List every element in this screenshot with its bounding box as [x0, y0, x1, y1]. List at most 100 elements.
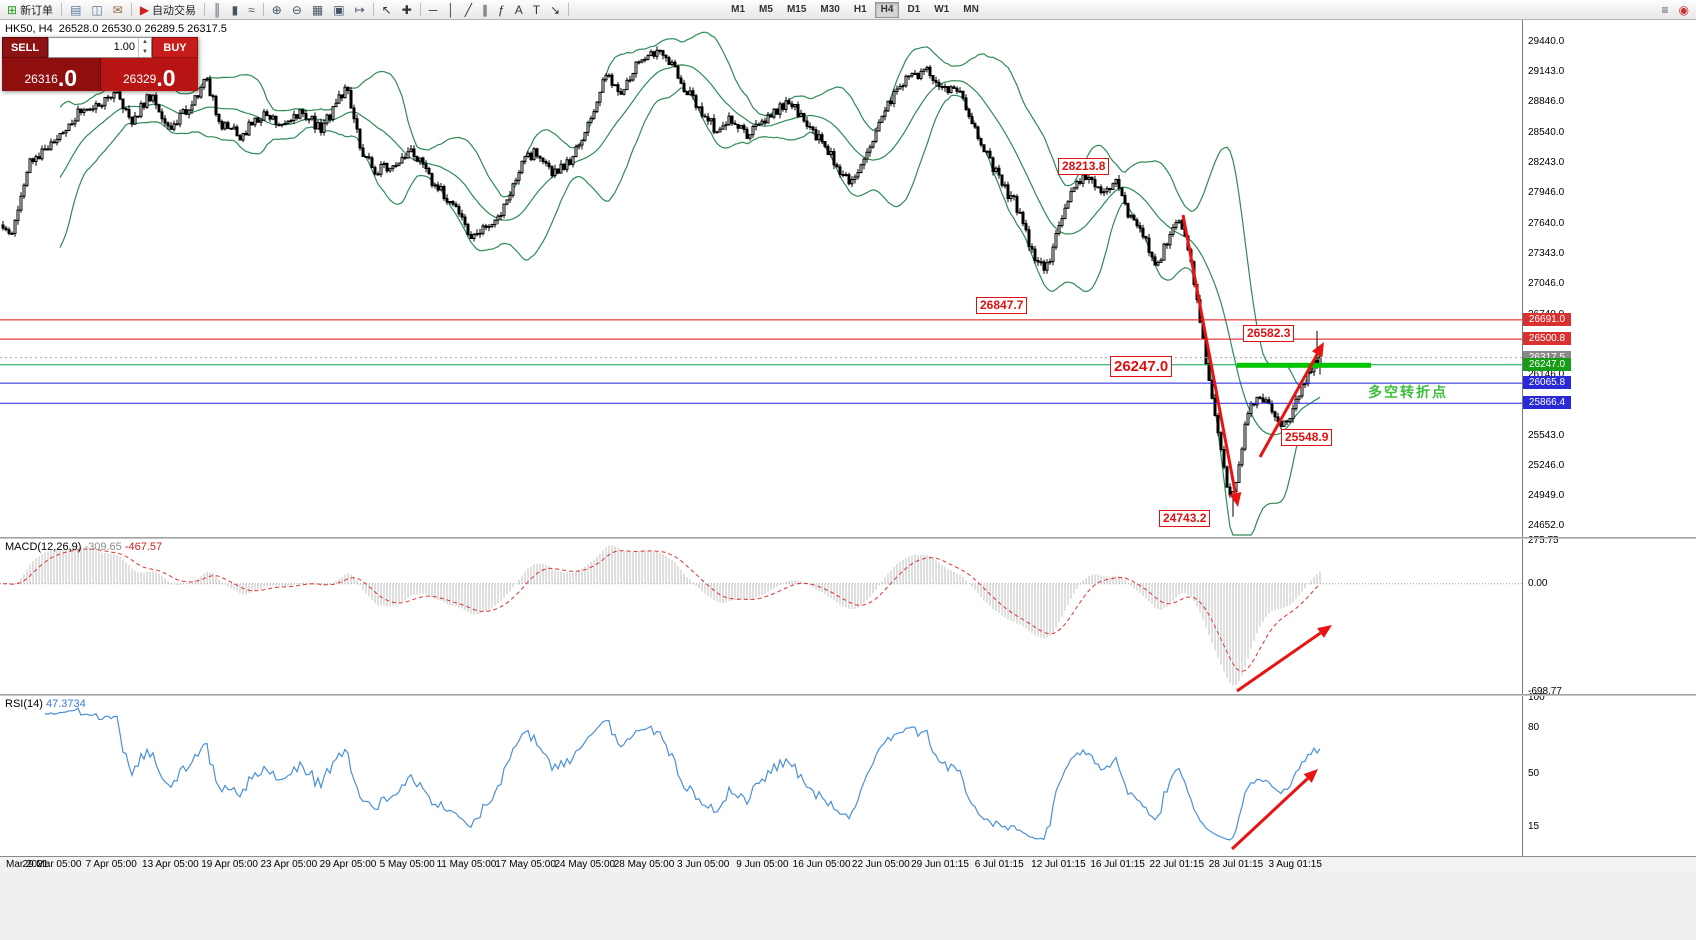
profile-icon: ◫ [91, 2, 103, 17]
new-order-button[interactable]: ⊞ 新订单 [3, 1, 57, 19]
time-axis[interactable]: Mar 2021 29 Mar 05:00 7 Apr 05:00 13 Apr 05… [0, 856, 1696, 873]
time-label: 19 Apr 05:00 [201, 859, 258, 870]
time-label: 22 Jun 05:00 [851, 859, 910, 870]
symbol-ohlc-line: HK50, H4 26528.0 26530.0 26289.5 26317.5 [5, 23, 227, 35]
trade-panel-controls: SELL 1.00 ▲ ▼ BUY [2, 37, 198, 58]
time-label: 9 Jun 05:00 [736, 859, 789, 870]
time-label: 29 Apr 05:00 [319, 859, 377, 870]
price-tick: 26146.0 [1528, 369, 1565, 380]
label-button[interactable]: T [529, 1, 544, 19]
crosshair-button[interactable]: ✚ [398, 1, 416, 19]
shapes-button[interactable]: ↘ [546, 1, 564, 19]
auto-scroll-icon: ▣ [333, 2, 345, 17]
toolbar-separator [419, 3, 421, 16]
time-label: 3 Aug 01:15 [1268, 859, 1322, 870]
horizontal-line-button[interactable]: ─ [425, 1, 442, 19]
pane-separator[interactable] [0, 537, 1696, 539]
chart-windows-button[interactable]: ▤ [66, 1, 85, 19]
auto-trading-icon: ▶ [139, 2, 150, 17]
auto-trading-button[interactable]: ▶ 自动交易 [136, 1, 200, 19]
horizontal-line-icon: ─ [428, 2, 438, 17]
price-badge: 26691.0 [1523, 312, 1571, 326]
price-tick: 27343.0 [1528, 248, 1565, 259]
text-button[interactable]: A [511, 1, 527, 19]
time-label: 24 May 05:00 [554, 859, 616, 870]
time-label: 7 Apr 05:00 [85, 859, 137, 870]
main-price-chart[interactable] [0, 20, 1522, 537]
zoom-in-button[interactable]: ⊕ [268, 1, 286, 19]
chart-shift-button[interactable]: ↦ [351, 1, 369, 19]
timeframe-w1-button[interactable]: W1 [928, 2, 955, 18]
record-button[interactable]: ◉ [1675, 1, 1693, 19]
alert-icon: ✉ [112, 2, 123, 17]
timeframe-d1-button[interactable]: D1 [901, 2, 926, 18]
buy-price-big: .0 [156, 65, 176, 91]
rsi-line [44, 707, 1321, 841]
time-label: 16 Jul 01:15 [1090, 859, 1145, 870]
time-label: Mar 2021 [6, 859, 49, 870]
line-chart-button[interactable]: ≈ [244, 1, 259, 19]
rsi-tick: 50 [1528, 768, 1540, 779]
macd-indicator-pane[interactable] [0, 539, 1522, 694]
sell-price-display[interactable]: 26316.0 [2, 58, 100, 91]
bars-chart-button[interactable]: ║ [209, 1, 226, 19]
indicators-button[interactable]: ≡ [1658, 1, 1673, 19]
volume-input[interactable]: 1.00 ▲ ▼ [48, 37, 152, 58]
macd-histogram [5, 545, 1321, 686]
pane-separator[interactable] [0, 694, 1696, 696]
volume-spinner[interactable]: ▲ ▼ [138, 38, 151, 57]
zoom-out-icon: ⊖ [291, 2, 302, 17]
volume-up-icon[interactable]: ▲ [142, 39, 148, 45]
time-label: 11 May 05:00 [436, 859, 497, 870]
price-badge: 26247.0 [1523, 357, 1571, 371]
time-label: 29 Jun 01:15 [911, 859, 969, 870]
timeframe-m5-button[interactable]: M5 [753, 2, 779, 18]
time-label: 3 Jun 05:00 [677, 859, 730, 870]
price-axis[interactable]: 29440.0 29143.0 28846.0 28540.0 28243.0 27946… [1522, 20, 1696, 856]
fibonacci-button[interactable]: ƒ [494, 1, 509, 19]
profile-button[interactable]: ◫ [87, 1, 106, 19]
candles-chart-button[interactable]: ▮ [228, 1, 243, 19]
turning-point-note: 多空转折点 [1368, 384, 1448, 400]
record-icon: ◉ [1678, 2, 1689, 17]
timeframe-mn-button[interactable]: MN [957, 2, 985, 18]
candles-chart-icon: ▮ [231, 2, 239, 17]
vertical-line-button[interactable]: │ [443, 1, 459, 19]
timeframe-m15-button[interactable]: M15 [781, 2, 812, 18]
cursor-button[interactable]: ↖ [378, 1, 396, 19]
buy-button[interactable]: BUY [152, 37, 198, 58]
channel-button[interactable]: ∥ [478, 1, 492, 19]
sell-button[interactable]: SELL [2, 37, 48, 58]
trend-arrow [1258, 342, 1324, 458]
macd-tick: 0.00 [1528, 577, 1548, 589]
price-badge: 25866.4 [1523, 396, 1571, 410]
support-zone-bar [1237, 362, 1371, 368]
timeframe-h4-button[interactable]: H4 [874, 1, 900, 18]
price-label-annotation: 24743.2 [1159, 510, 1211, 527]
time-label: 23 Apr 05:00 [260, 859, 318, 870]
bottom-area [0, 873, 1696, 940]
alert-button[interactable]: ✉ [109, 1, 127, 19]
price-tick: 25246.0 [1528, 460, 1565, 471]
zoom-out-button[interactable]: ⊖ [288, 1, 306, 19]
timeframe-h1-button[interactable]: H1 [848, 2, 873, 18]
timeframe-m30-button[interactable]: M30 [814, 2, 845, 18]
timeframe-m1-button[interactable]: M1 [725, 2, 751, 18]
tile-windows-button[interactable]: ▦ [308, 1, 327, 19]
buy-price-display[interactable]: 26329.0 [100, 58, 198, 91]
rsi-indicator-pane[interactable] [0, 696, 1522, 855]
auto-scroll-button[interactable]: ▣ [329, 1, 348, 19]
price-tick: 24652.0 [1528, 520, 1565, 531]
bollinger-bands [59, 31, 1321, 536]
trend-arrow [1236, 625, 1332, 693]
macd-signal-line [2, 548, 1321, 673]
rsi-tick: 80 [1528, 722, 1540, 734]
volume-down-icon[interactable]: ▼ [142, 48, 148, 55]
trendline-button[interactable]: ╱ [461, 1, 476, 19]
time-label: 28 Jul 01:15 [1208, 859, 1264, 870]
price-label-annotation: 26247.0 [1110, 356, 1173, 377]
price-tick: 27946.0 [1528, 187, 1565, 198]
sell-price-main: 26316 [24, 72, 58, 86]
trade-panel-prices: 26316.0 26329.0 [2, 58, 198, 91]
